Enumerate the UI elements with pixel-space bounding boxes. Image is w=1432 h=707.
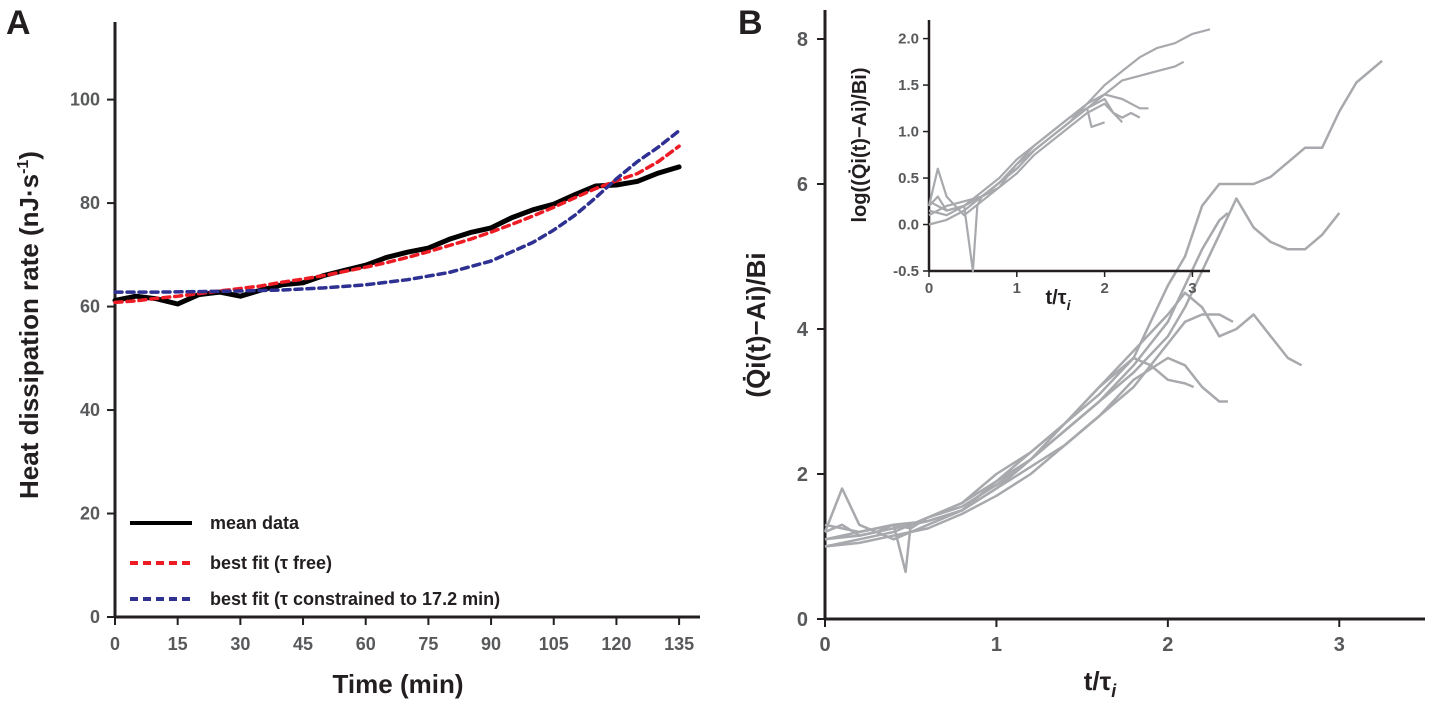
y-tick-label: -0.5 bbox=[893, 263, 919, 280]
x-tick-label: 3 bbox=[1334, 634, 1345, 656]
panel-a-legend: mean data best fit (τ free) best fit (τ … bbox=[130, 513, 500, 609]
panel-b-series bbox=[823, 59, 1383, 574]
panel-b-y-axis-title: (Q̇i(t)−Ai)/Bi bbox=[741, 252, 771, 397]
panel-a-y-ticks: 0 20 40 60 80 100 bbox=[70, 90, 115, 627]
panel-b-trace-3 bbox=[824, 212, 1229, 548]
panel-a-y-axis-title-close: ) bbox=[14, 151, 44, 160]
legend-label-best-fit-constrained: best fit (τ constrained to 17.2 min) bbox=[210, 589, 500, 609]
x-tick-label: 3 bbox=[1188, 280, 1196, 297]
legend-label-mean-data: mean data bbox=[210, 513, 300, 533]
y-tick-label: 2 bbox=[797, 464, 808, 486]
panel-a-y-axis-title: Heat dissipation rate (nJ·s-1) bbox=[14, 151, 44, 499]
inset-trace-5 bbox=[928, 102, 1123, 226]
y-tick-label: 0 bbox=[797, 609, 808, 631]
x-tick-label: 0 bbox=[925, 280, 933, 297]
panel-b-trace-6 bbox=[824, 356, 1195, 574]
x-tick-label: 120 bbox=[601, 634, 631, 654]
x-tick-label: 2 bbox=[1100, 280, 1108, 297]
x-tick-label: 1 bbox=[991, 634, 1002, 656]
panel-b-x-axis-title-main: t/τ bbox=[1084, 666, 1112, 696]
inset-trace-4 bbox=[928, 97, 1141, 273]
x-tick-label: 60 bbox=[356, 634, 376, 654]
x-tick-label: 0 bbox=[110, 634, 120, 654]
inset-y-axis-title: log((Q̇i(t)−Ai)/Bi) bbox=[847, 68, 871, 223]
panel-b-x-ticks: 0 1 2 3 bbox=[819, 619, 1345, 656]
series-best-fit-free bbox=[113, 144, 681, 305]
x-tick-label: 135 bbox=[664, 634, 694, 654]
legend-label-best-fit-free: best fit (τ free) bbox=[210, 553, 332, 573]
panel-b-x-axis-title-sub: i bbox=[1111, 681, 1117, 701]
x-tick-label: 2 bbox=[1162, 634, 1173, 656]
series-mean-data bbox=[112, 164, 682, 307]
panel-b-trace-7 bbox=[824, 356, 1228, 548]
inset-trace-3 bbox=[927, 93, 1149, 217]
panel-b-x-axis-title: t/τi bbox=[1084, 666, 1118, 701]
inset-x-axis-title-main: t/τ bbox=[1045, 287, 1066, 309]
panel-a-y-axis-title-main: Heat dissipation rate (nJ·s bbox=[14, 174, 44, 499]
panel-a-x-axis-title: Time (min) bbox=[333, 669, 464, 699]
y-tick-label: 8 bbox=[797, 29, 808, 51]
panel-a-series bbox=[112, 128, 682, 307]
inset-x-ticks: 0 1 2 3 bbox=[925, 271, 1197, 297]
x-tick-label: 30 bbox=[230, 634, 250, 654]
y-tick-label: 40 bbox=[80, 400, 100, 420]
panel-b-trace-4 bbox=[823, 291, 1303, 541]
x-tick-label: 75 bbox=[418, 634, 438, 654]
x-tick-label: 1 bbox=[1013, 280, 1021, 297]
panel-a-letter: A bbox=[6, 4, 31, 42]
panel-b-trace-5 bbox=[824, 313, 1234, 541]
y-tick-label: 0 bbox=[90, 607, 100, 627]
panel-b-y-ticks: 0 2 4 6 8 bbox=[797, 29, 825, 631]
panel-a: A 0 15 30 45 60 75 90 105 120 135 0 20 40 60 80 100 Ti… bbox=[6, 4, 700, 699]
y-tick-label: 2.0 bbox=[898, 31, 919, 48]
y-tick-label: 0.5 bbox=[898, 170, 919, 187]
y-tick-label: 1.0 bbox=[898, 124, 919, 141]
y-tick-label: 20 bbox=[80, 504, 100, 524]
inset-trace-6 bbox=[928, 107, 1105, 212]
series-best-fit-constrained bbox=[113, 128, 681, 294]
y-tick-label: 60 bbox=[80, 297, 100, 317]
panel-a-x-ticks: 0 15 30 45 60 75 90 105 120 135 bbox=[110, 617, 694, 654]
y-tick-label: 6 bbox=[797, 174, 808, 196]
x-tick-label: 15 bbox=[168, 634, 188, 654]
inset-trace-1 bbox=[928, 28, 1211, 212]
y-tick-label: 4 bbox=[797, 319, 809, 341]
y-tick-label: 0.0 bbox=[898, 217, 919, 234]
panel-b-letter: B bbox=[738, 4, 763, 42]
inset-x-axis-title-sub: i bbox=[1067, 297, 1072, 313]
x-tick-label: 90 bbox=[481, 634, 501, 654]
y-tick-label: 80 bbox=[80, 193, 100, 213]
x-tick-label: 0 bbox=[819, 634, 830, 656]
x-tick-label: 45 bbox=[293, 634, 313, 654]
y-tick-label: 1.5 bbox=[898, 77, 919, 94]
y-tick-label: 100 bbox=[70, 90, 100, 110]
x-tick-label: 105 bbox=[539, 634, 569, 654]
panel-b-trace-2 bbox=[824, 197, 1341, 541]
inset-x-axis-title: t/τi bbox=[1045, 287, 1071, 313]
panel-a-y-axis-title-sup: -1 bbox=[15, 160, 32, 174]
panel-b-inset: 0 1 2 3 -0.5 0.0 0.5 1.0 1.5 2.0 t/τi log((Q̇i(t… bbox=[847, 20, 1211, 313]
inset-series bbox=[927, 28, 1211, 273]
inset-y-ticks: -0.5 0.0 0.5 1.0 1.5 2.0 bbox=[893, 31, 929, 280]
